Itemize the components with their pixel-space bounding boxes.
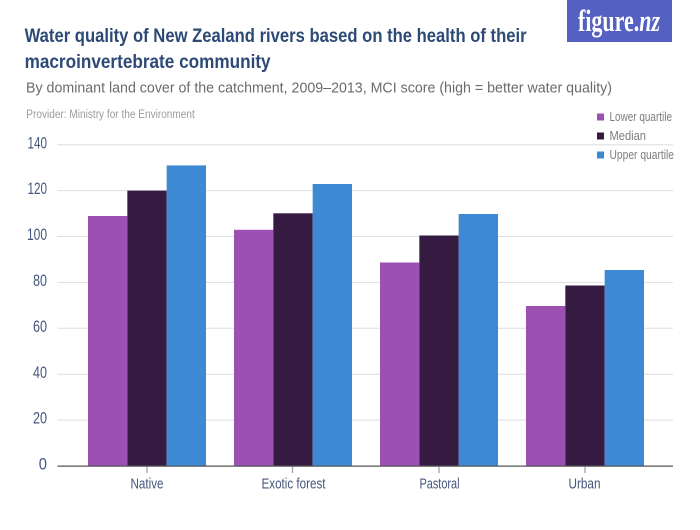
svg-text:120: 120 — [28, 180, 48, 198]
svg-text:20: 20 — [33, 410, 47, 428]
svg-text:140: 140 — [28, 135, 48, 153]
svg-text:Water quality of New Zealand r: Water quality of New Zealand rivers base… — [25, 26, 528, 47]
svg-text:100: 100 — [27, 226, 47, 244]
svg-text:Provider: Ministry for the Env: Provider: Ministry for the Environment — [26, 109, 195, 121]
svg-text:40: 40 — [33, 364, 47, 382]
svg-text:Median: Median — [610, 129, 647, 143]
svg-text:Pastoral: Pastoral — [420, 476, 460, 492]
svg-text:60: 60 — [33, 318, 47, 336]
svg-text:Native: Native — [131, 476, 164, 492]
svg-text:Urban: Urban — [569, 476, 601, 492]
svg-text:Exotic forest: Exotic forest — [262, 476, 326, 492]
svg-text:Lower quartile: Lower quartile — [610, 110, 673, 124]
svg-text:0: 0 — [39, 455, 47, 473]
svg-text:macroinvertebrate community: macroinvertebrate community — [25, 52, 271, 73]
svg-text:By dominant land cover of the: By dominant land cover of the catchment,… — [26, 79, 612, 96]
svg-text:80: 80 — [33, 272, 47, 290]
svg-text:Upper quartile: Upper quartile — [610, 148, 675, 162]
svg-text:figure.nz: figure.nz — [578, 3, 660, 38]
